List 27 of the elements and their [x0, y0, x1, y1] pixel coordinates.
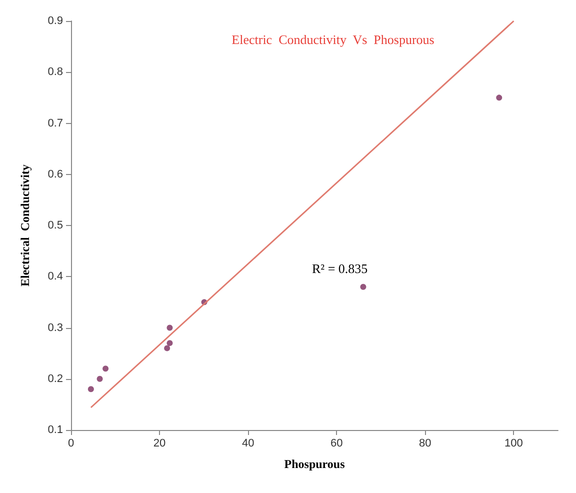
annotation: R² = 0.835: [312, 261, 368, 276]
x-tick-label: 0: [68, 438, 74, 450]
y-tick-label: 0.2: [48, 372, 63, 385]
y-tick-label: 0.3: [48, 322, 63, 334]
x-tick-label: 80: [419, 438, 432, 450]
y-tick-label: 0.7: [48, 117, 63, 130]
point: [102, 366, 109, 372]
y-tick-label: 0.1: [48, 424, 63, 436]
point: [88, 386, 94, 392]
y-tick-label: 0.4: [48, 270, 63, 283]
point: [164, 345, 170, 352]
x-axis-title: Phospurous: [284, 457, 346, 471]
point: [360, 284, 366, 290]
y-axis-title: Electrical Conductivity: [18, 164, 32, 286]
y-tick-label: 0.5: [48, 220, 63, 232]
point: [96, 376, 103, 382]
x-tick-label: 40: [242, 438, 254, 450]
x-tick-label: 100: [504, 438, 523, 450]
y-tick-label: 0.9: [48, 15, 63, 27]
point: [496, 94, 502, 101]
point: [166, 340, 173, 346]
x-tick-label: 60: [330, 438, 343, 450]
y-tick-label: 0.6: [48, 168, 63, 180]
text: Electric Conductivity Vs Phospurous: [232, 32, 434, 47]
point: [166, 324, 173, 331]
x-tick-label: 20: [153, 438, 166, 450]
y-tick-label: 0.8: [48, 66, 63, 78]
